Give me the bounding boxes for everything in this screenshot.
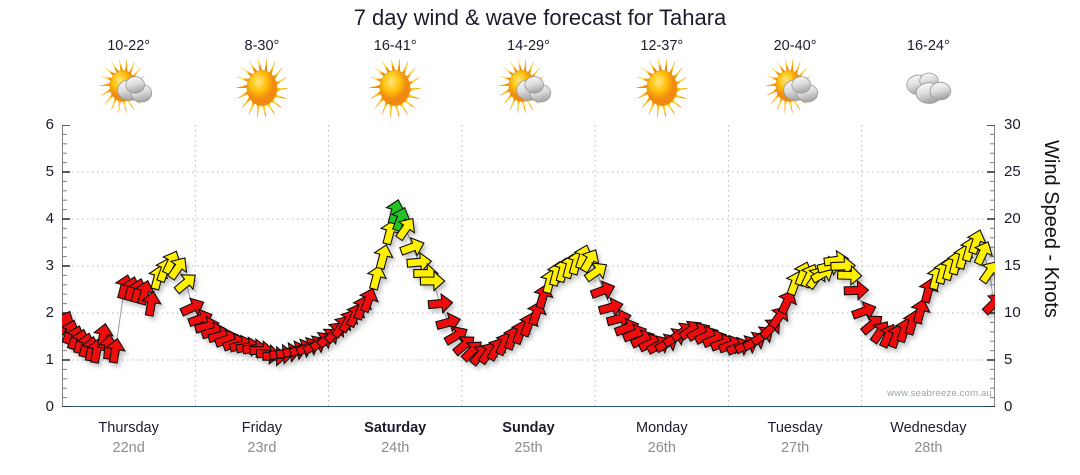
right-tick-label: 10	[1004, 304, 1021, 321]
sun-icon	[195, 59, 328, 117]
wind-arrow	[394, 217, 416, 242]
wind-arrow	[910, 298, 931, 325]
day-temperature-range: 10-22°	[107, 38, 151, 54]
wind-arrow	[777, 290, 798, 316]
sun-icon	[595, 59, 728, 117]
wind-arrow	[978, 261, 995, 285]
day-temperature-range: 20-40°	[773, 38, 817, 54]
wind-arrow	[104, 337, 126, 364]
right-tick-label: 25	[1004, 163, 1021, 180]
wind-arrow	[843, 279, 870, 302]
wind-arrow	[366, 264, 388, 291]
sun-cloud-icon	[62, 59, 195, 115]
day-temperature-range: 16-24°	[906, 38, 950, 54]
wind-arrow	[973, 241, 994, 267]
wind-arrow	[427, 292, 454, 315]
wind-arrow	[173, 274, 196, 295]
day-name: Sunday	[502, 420, 555, 436]
day-name: Tuesday	[767, 420, 823, 436]
day-date: 27th	[780, 440, 810, 456]
day-header: 10-22°	[62, 38, 195, 115]
right-axis-title: Wind Speed - Knots	[1040, 140, 1062, 318]
day-footer: Wednesday 28th	[862, 418, 995, 458]
wind-arrow	[419, 270, 446, 292]
day-temperature-range: 14-29°	[507, 38, 550, 54]
wind-arrow	[179, 297, 205, 317]
left-tick-label: 5	[45, 163, 54, 180]
day-name: Wednesday	[890, 420, 967, 436]
day-header: 8-30°	[195, 38, 328, 117]
wind-arrow	[358, 287, 379, 314]
wind-arrow	[399, 236, 425, 257]
day-footer: Sunday 25th	[462, 418, 595, 458]
day-temperature-range: 8-30°	[244, 38, 280, 54]
right-tick-label: 20	[1004, 210, 1021, 227]
day-header: 14-29°	[462, 38, 595, 115]
wind-arrow	[373, 244, 394, 270]
day-date: 25th	[514, 440, 543, 456]
day-date: 22nd	[112, 440, 145, 456]
right-tick-label: 5	[1004, 351, 1013, 368]
left-tick-label: 1	[45, 351, 54, 368]
day-name: Monday	[635, 420, 688, 436]
left-tick-label: 6	[45, 116, 54, 133]
wind-arrow	[589, 280, 616, 301]
day-date: 24th	[381, 440, 410, 456]
plot-area	[62, 125, 995, 407]
day-name: Saturday	[364, 420, 427, 436]
right-tick-label: 30	[1004, 116, 1021, 133]
left-tick-label: 3	[45, 257, 54, 274]
wind-arrow	[981, 294, 995, 316]
watermark: www.seabreeze.com.au	[887, 388, 992, 399]
sun-icon	[329, 59, 462, 117]
left-tick-label: 4	[45, 210, 54, 227]
wind-arrow-plot	[62, 125, 995, 407]
day-date: 23rd	[247, 440, 277, 456]
wind-arrow	[583, 262, 608, 283]
sun-cloud-icon	[728, 59, 861, 115]
day-footer: Friday 23rd	[195, 418, 328, 458]
right-tick-label: 0	[1004, 398, 1013, 415]
wind-arrow	[850, 300, 877, 321]
left-tick-label: 2	[45, 304, 54, 321]
cloud-icon	[862, 59, 995, 115]
wind-arrow	[92, 322, 114, 349]
sun-cloud-icon	[462, 59, 595, 115]
day-temperature-range: 12-37°	[640, 38, 684, 54]
left-tick-label: 0	[45, 398, 54, 415]
day-name: Thursday	[98, 420, 159, 436]
day-footer: Thursday 22nd	[62, 418, 195, 458]
wind-arrow	[167, 257, 188, 281]
wind-arrow	[836, 264, 863, 287]
page-title: 7 day wind & wave forecast for Tahara	[353, 5, 727, 30]
day-footer: Tuesday 27th	[728, 418, 861, 458]
day-header: 12-37°	[595, 38, 728, 117]
day-temperature-range: 16-41°	[373, 38, 417, 54]
day-footer: Monday 26th	[595, 418, 728, 458]
day-name: Friday	[241, 420, 283, 436]
wind-arrow	[140, 290, 162, 317]
right-tick-label: 15	[1004, 257, 1021, 274]
day-header: 20-40°	[728, 38, 861, 115]
day-header: 16-24°	[862, 38, 995, 115]
day-header: 16-41°	[329, 38, 462, 117]
day-date: 26th	[647, 440, 676, 456]
day-date: 28th	[914, 440, 943, 456]
day-footer: Saturday 24th	[329, 418, 462, 458]
